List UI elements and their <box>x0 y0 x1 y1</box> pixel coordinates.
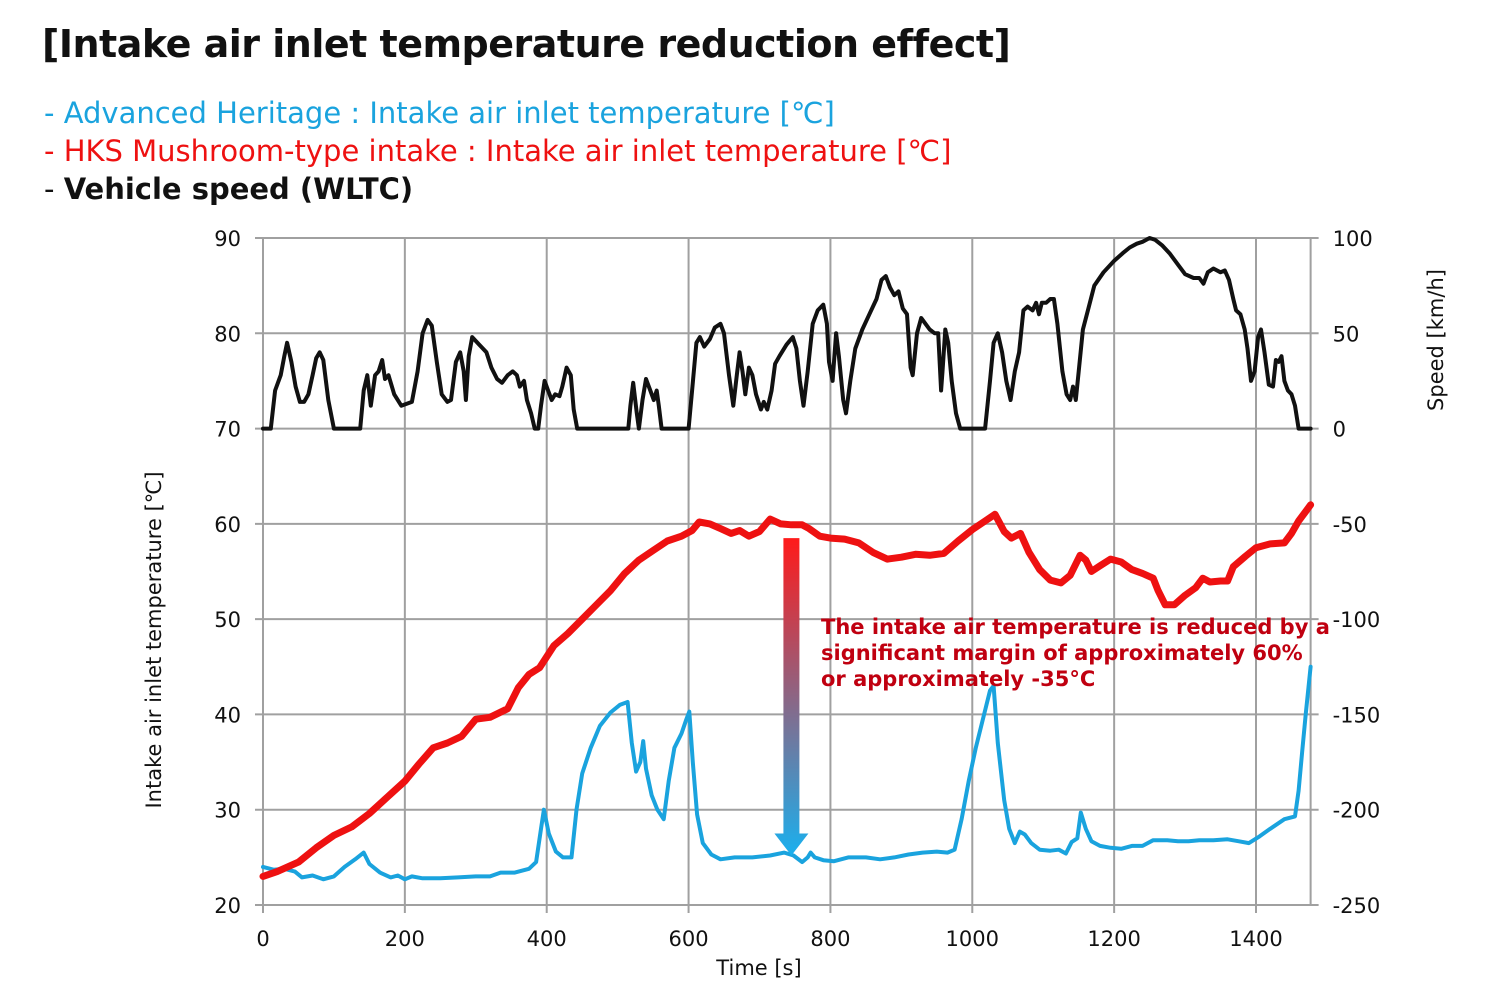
y-axis-title-left: Intake air inlet temperature [℃] <box>142 471 166 808</box>
x-tick-label: 800 <box>810 927 850 951</box>
y2-tick-label: 50 <box>1333 322 1360 346</box>
y-axis-title-right: Speed [km/h] <box>1424 269 1448 411</box>
legend-item-vehicle-speed: - Vehicle speed (WLTC) <box>44 172 413 206</box>
legend-label: HKS Mushroom-type intake : Intake air in… <box>63 134 952 168</box>
x-tick-label: 1000 <box>946 927 999 951</box>
x-axis-title: Time [s] <box>715 956 801 980</box>
y-tick-label: 80 <box>214 322 241 346</box>
legend-label: Vehicle speed (WLTC) <box>63 172 414 206</box>
legend-dash: - <box>44 134 64 168</box>
axis-ticks: 20 30 40 50 60 70 80 90 -250 -200 -150 -100 -50 0 50 10… <box>214 227 1380 951</box>
y2-tick-label: -100 <box>1333 608 1381 632</box>
y-tick-label: 40 <box>214 703 241 727</box>
y2-tick-label: -200 <box>1333 799 1381 823</box>
reduction-arrow <box>774 538 809 856</box>
x-tick-label: 600 <box>669 927 709 951</box>
advanced-heritage-temp-line <box>261 664 1313 882</box>
y-tick-label: 60 <box>214 513 241 537</box>
legend-item-advanced-heritage: - Advanced Heritage : Intake air inlet t… <box>44 96 835 130</box>
annotation-line: or approximately -35°C <box>821 667 1095 691</box>
y-tick-label: 20 <box>214 894 241 918</box>
y2-tick-label: 0 <box>1333 418 1346 442</box>
x-tick-label: 400 <box>527 927 567 951</box>
y-tick-label: 70 <box>214 418 241 442</box>
legend-dash: - <box>44 172 64 206</box>
x-tick-label: 1200 <box>1087 927 1140 951</box>
y2-tick-label: 100 <box>1333 227 1373 251</box>
down-arrow-icon <box>774 538 809 856</box>
annotation: The intake air temperature is reduced by… <box>821 615 1330 691</box>
legend-dash: - <box>44 96 64 130</box>
annotation-line: significant margin of approximately 60% <box>821 641 1303 665</box>
hks-mushroom-temp-line <box>259 501 1315 880</box>
x-tick-label: 0 <box>256 927 269 951</box>
y2-tick-label: -150 <box>1333 703 1381 727</box>
y2-tick-label: -250 <box>1333 894 1381 918</box>
vehicle-speed-line <box>261 236 1313 431</box>
x-tick-label: 200 <box>385 927 425 951</box>
legend-item-hks-mushroom: - HKS Mushroom-type intake : Intake air … <box>44 134 951 168</box>
legend-label: Advanced Heritage : Intake air inlet tem… <box>63 96 835 130</box>
y2-tick-label: -50 <box>1333 513 1367 537</box>
y-tick-label: 90 <box>214 227 241 251</box>
y-tick-label: 50 <box>214 608 241 632</box>
y-tick-label: 30 <box>214 799 241 823</box>
chart-title: [Intake air inlet temperature reduction … <box>42 22 1011 66</box>
series-lines <box>259 236 1315 882</box>
annotation-line: The intake air temperature is reduced by… <box>821 615 1330 639</box>
x-tick-label: 1400 <box>1229 927 1282 951</box>
